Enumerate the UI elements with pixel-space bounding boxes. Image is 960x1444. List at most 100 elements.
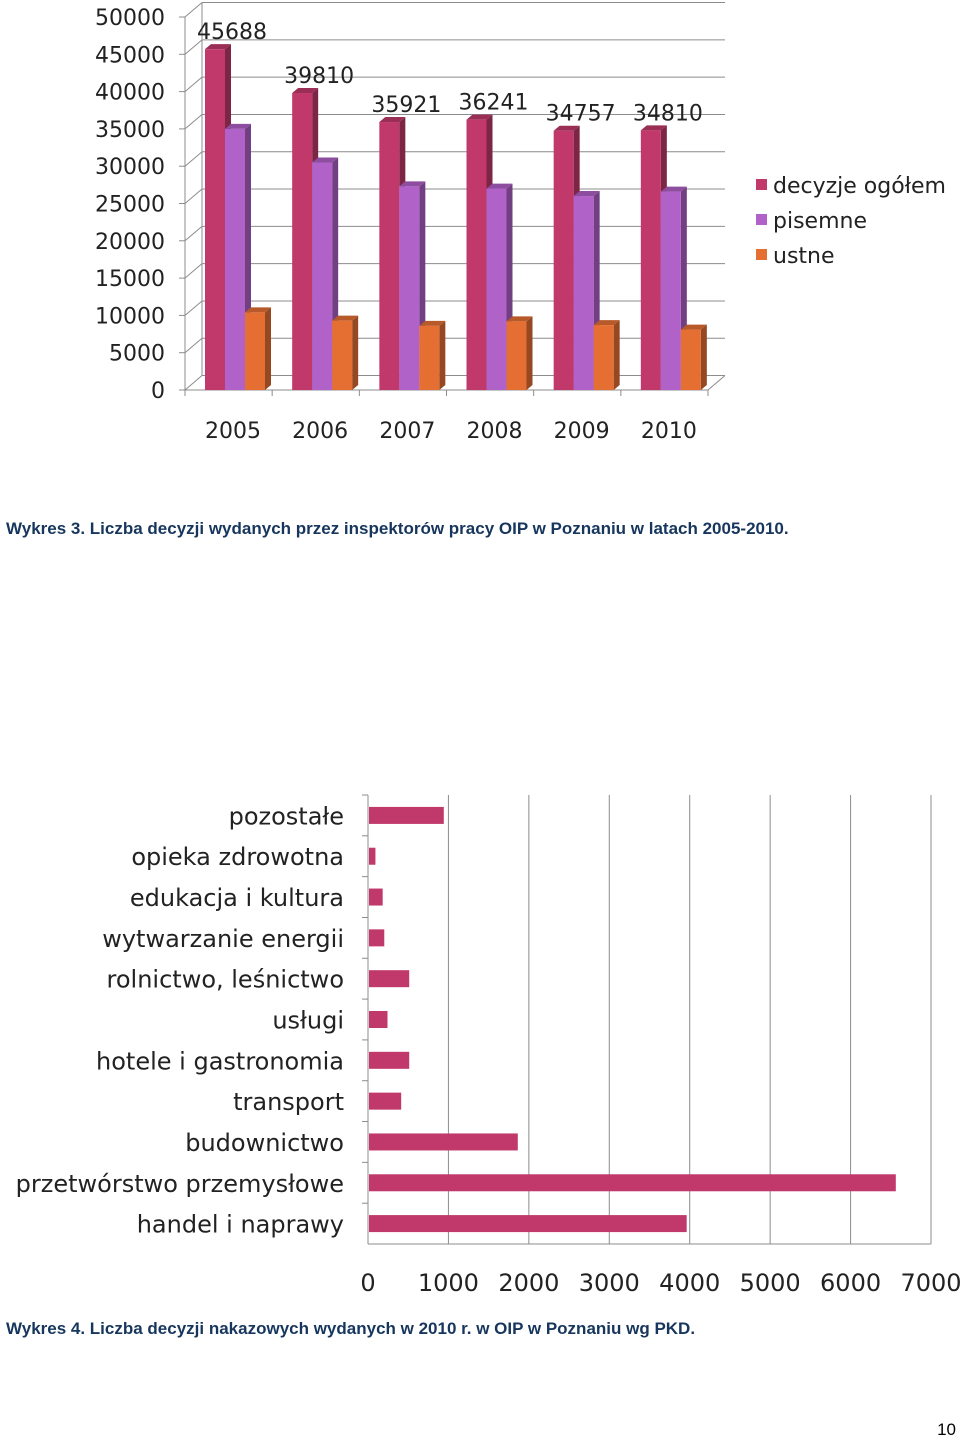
bar-top [593, 320, 620, 326]
x-tick-label: 5000 [740, 1269, 801, 1297]
bar-top [205, 44, 231, 50]
chart1-caption: Wykres 3. Liczba decyzji wydanych przez … [6, 519, 789, 538]
x-tick-label: 3000 [579, 1269, 640, 1297]
bar-2009-2 [593, 320, 620, 390]
y-tick-label: transport [233, 1088, 344, 1116]
bar-side [613, 320, 620, 390]
bar-side [700, 324, 707, 390]
y-tick-label: usługi [272, 1007, 344, 1035]
bar-2007-2 [419, 320, 446, 390]
bar-front [225, 128, 245, 390]
y-gridline-side [184, 188, 203, 204]
x-tick-label: 0 [360, 1269, 375, 1297]
y-tick-label: 5000 [109, 342, 165, 367]
bar-front [573, 196, 594, 390]
bar-2005-2 [245, 307, 271, 390]
y-tick-label: 25000 [95, 193, 165, 218]
chart2-grid [362, 794, 932, 1245]
data-label: 45688 [197, 20, 267, 45]
bar-top [466, 114, 493, 120]
y-gridline-side [184, 375, 203, 391]
x-tick-label: 6000 [820, 1269, 881, 1297]
data-label: 34810 [633, 101, 703, 126]
bar-front [553, 130, 574, 391]
y-tick-label: opieka zdrowotna [131, 843, 344, 871]
bar-front [332, 320, 353, 390]
bar-2006-2 [332, 315, 359, 390]
bar-0 [369, 806, 444, 824]
decisions-by-pkd-chart: 0 1000 2000 3000 4000 5000 6000 7000 pozostałe op… [16, 794, 960, 1297]
bar-9 [369, 1174, 896, 1192]
y-tick-label: przetwórstwo przemysłowe [16, 1170, 344, 1198]
legend-swatch [756, 214, 767, 225]
bar-3 [369, 929, 385, 947]
y-gridline-side [184, 114, 203, 130]
x-tick-label: 2000 [498, 1269, 559, 1297]
legend-label: ustne [773, 244, 835, 269]
y-tick-label: 0 [151, 379, 165, 404]
bar-top [573, 191, 600, 197]
y-tick-label: 50000 [95, 6, 165, 31]
bar-top [292, 88, 319, 94]
bar-top [486, 183, 513, 189]
y-tick-label: 45000 [95, 43, 165, 68]
y-tick-label: wytwarzanie energii [102, 925, 344, 953]
data-label: 39810 [284, 64, 354, 89]
bar-front [466, 119, 487, 390]
bar-front [486, 188, 507, 390]
x-tick-label: 4000 [659, 1269, 720, 1297]
bar-front [419, 325, 440, 390]
bar-front [312, 162, 333, 390]
bar-top [660, 186, 687, 192]
bar-2010-2 [680, 324, 707, 390]
x-tick-label: 2007 [379, 419, 435, 444]
legend-label: pisemne [773, 209, 867, 234]
bar-2009-1 [573, 191, 600, 390]
bar-top [506, 316, 533, 322]
x-tick-label: 2010 [641, 419, 697, 444]
y-tick-label: budownictwo [185, 1129, 344, 1157]
x-tick-label: 7000 [900, 1269, 960, 1297]
x-tick-label: 2006 [292, 419, 348, 444]
bar-side [265, 307, 271, 390]
y-gridline-side [184, 2, 203, 18]
bar-top [332, 315, 359, 321]
x-tick-label: 2009 [554, 419, 610, 444]
y-gridline-side [184, 151, 203, 167]
data-label: 34757 [546, 102, 616, 127]
y-tick-label: hotele i gastronomia [96, 1047, 344, 1075]
bar-10 [369, 1215, 687, 1233]
y-tick-label: 35000 [95, 118, 165, 143]
data-label: 36241 [459, 91, 529, 116]
bar-top [399, 181, 426, 187]
bar-4 [369, 970, 410, 988]
y-gridline-side [184, 76, 203, 92]
bar-7 [369, 1092, 402, 1110]
bar-front [680, 329, 701, 390]
legend-label: decyzje ogółem [773, 174, 946, 199]
y-tick-label: rolnictwo, leśnictwo [107, 966, 344, 994]
bar-front [506, 321, 527, 390]
y-gridline-side [184, 39, 203, 55]
bar-front [379, 122, 400, 390]
bar-side [352, 315, 359, 390]
chart2-caption: Wykres 4. Liczba decyzji nakazowych wyda… [6, 1319, 696, 1338]
bar-top [680, 324, 707, 330]
bar-1 [369, 847, 376, 865]
legend-swatch [756, 249, 767, 260]
y-tick-label: handel i naprawy [137, 1211, 344, 1239]
bar-top [379, 117, 406, 123]
bar-5 [369, 1011, 388, 1028]
floor-edge [707, 375, 726, 391]
bar-front [593, 325, 614, 390]
bar-front [660, 191, 681, 390]
bar-8 [369, 1133, 518, 1151]
bar-2008-2 [506, 316, 533, 390]
y-tick-label: pozostałe [229, 802, 344, 830]
decisions-by-year-chart: 0 5000 10000 15000 20000 25000 30000 35000 40000… [95, 2, 946, 444]
bar-front [245, 312, 265, 390]
chart1-legend: decyzje ogółem pisemne ustne [756, 174, 946, 269]
y-tick-label: edukacja i kultura [130, 884, 344, 912]
bar-top [419, 320, 446, 326]
x-tick-label: 1000 [418, 1269, 479, 1297]
